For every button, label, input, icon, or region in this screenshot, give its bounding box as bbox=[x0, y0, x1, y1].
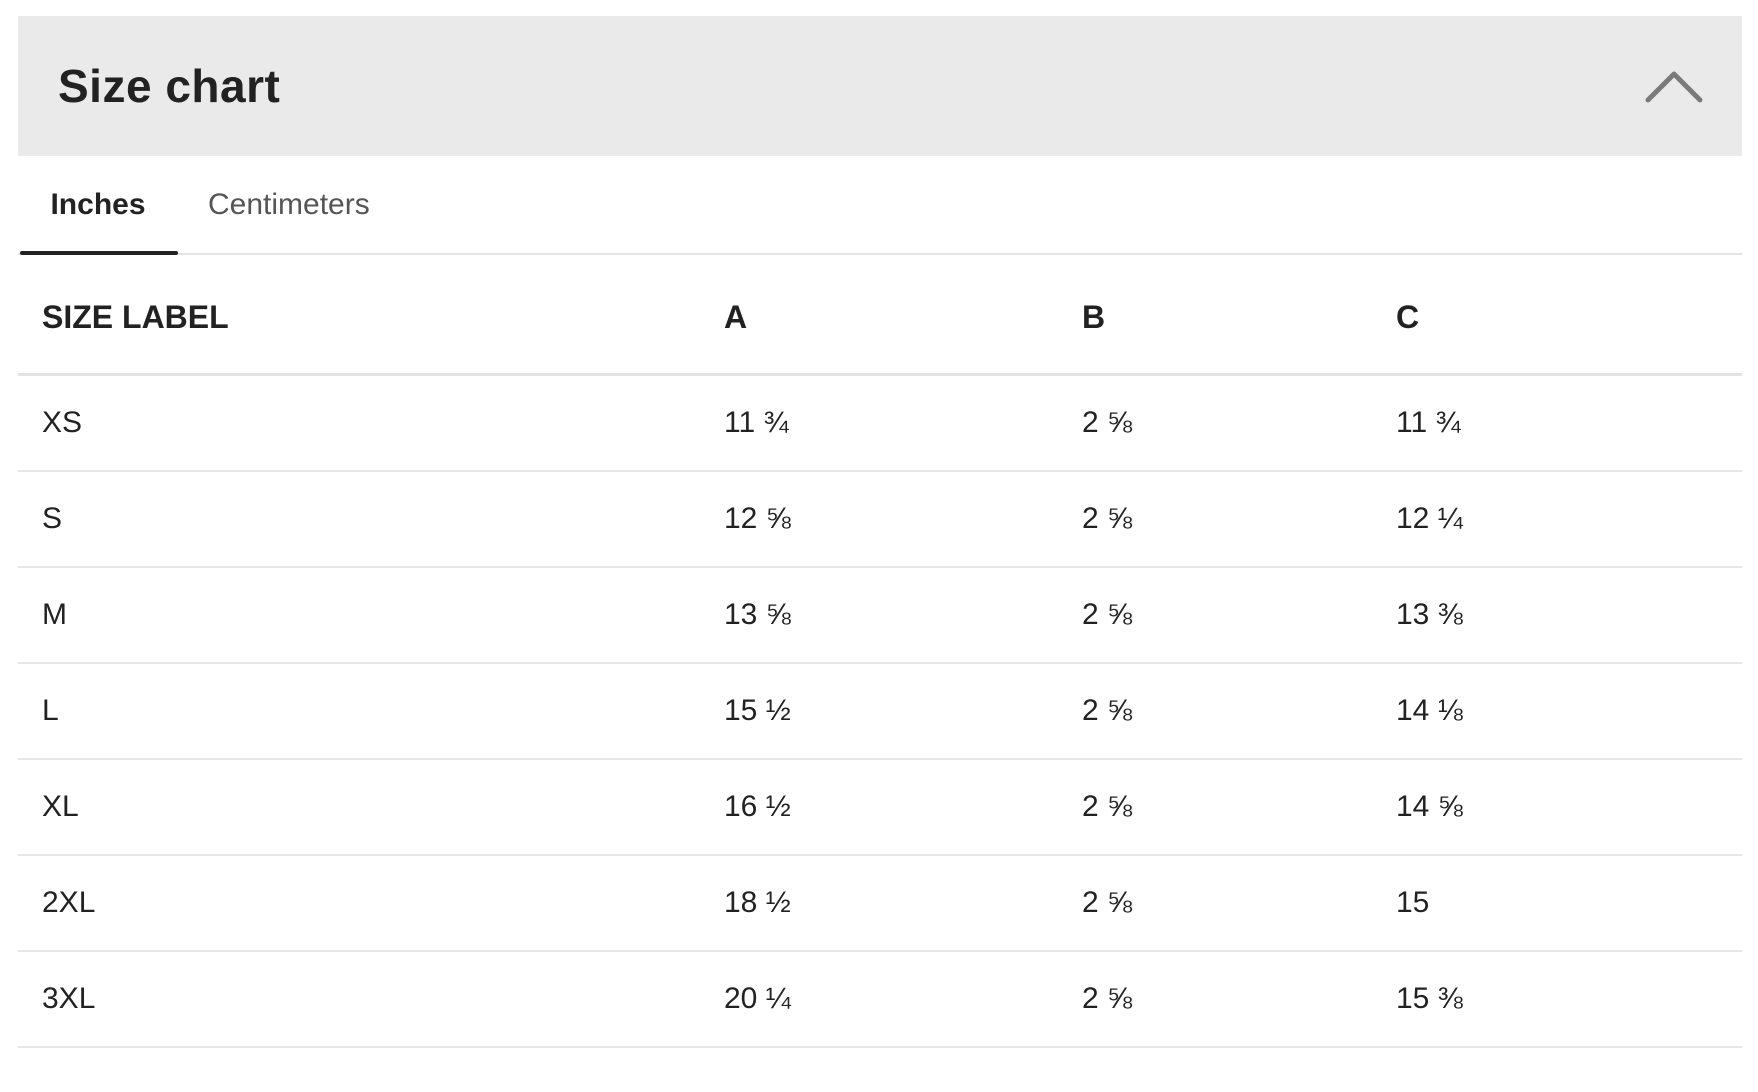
cell-a: 13 ⅝ bbox=[724, 567, 1082, 664]
cell-c: 14 ⅛ bbox=[1396, 663, 1742, 760]
table-row: XS 11 ¾ 2 ⅝ 11 ¾ bbox=[18, 374, 1742, 472]
cell-a: 18 ½ bbox=[724, 855, 1082, 952]
table-header-row: SIZE LABEL A B C bbox=[18, 255, 1742, 376]
cell-size-label: M bbox=[18, 567, 724, 664]
cell-size-label: XL bbox=[18, 759, 724, 856]
cell-a: 15 ½ bbox=[724, 663, 1082, 760]
cell-a: 11 ¾ bbox=[724, 374, 1082, 472]
cell-size-label: L bbox=[18, 663, 724, 760]
tab-centimeters[interactable]: Centimeters bbox=[208, 187, 370, 221]
size-chart-title: Size chart bbox=[58, 60, 281, 112]
cell-a: 12 ⅝ bbox=[724, 471, 1082, 568]
table-row: 2XL 18 ½ 2 ⅝ 15 bbox=[18, 855, 1742, 952]
cell-b: 2 ⅝ bbox=[1082, 374, 1396, 472]
table-row: M 13 ⅝ 2 ⅝ 13 ⅜ bbox=[18, 567, 1742, 664]
collapse-button[interactable] bbox=[1642, 64, 1706, 108]
cell-b: 2 ⅝ bbox=[1082, 951, 1396, 1048]
cell-c: 12 ¼ bbox=[1396, 471, 1742, 568]
cell-a: 20 ¼ bbox=[724, 951, 1082, 1048]
cell-c: 11 ¾ bbox=[1396, 374, 1742, 472]
cell-c: 14 ⅝ bbox=[1396, 759, 1742, 856]
size-table: SIZE LABEL A B C XS 11 ¾ 2 ⅝ 11 ¾ S 12 ⅝… bbox=[18, 255, 1742, 1048]
cell-c: 13 ⅜ bbox=[1396, 567, 1742, 664]
table-row: S 12 ⅝ 2 ⅝ 12 ¼ bbox=[18, 471, 1742, 568]
column-header-size-label: SIZE LABEL bbox=[18, 255, 724, 376]
cell-size-label: XS bbox=[18, 374, 724, 472]
cell-c: 15 ⅜ bbox=[1396, 951, 1742, 1048]
cell-size-label: S bbox=[18, 471, 724, 568]
cell-b: 2 ⅝ bbox=[1082, 471, 1396, 568]
cell-c: 15 bbox=[1396, 855, 1742, 952]
unit-tabs: Inches Centimeters bbox=[18, 156, 1742, 255]
column-header-a: A bbox=[724, 255, 1082, 376]
cell-size-label: 3XL bbox=[18, 951, 724, 1048]
column-header-c: C bbox=[1396, 255, 1742, 376]
cell-a: 16 ½ bbox=[724, 759, 1082, 856]
cell-b: 2 ⅝ bbox=[1082, 567, 1396, 664]
cell-b: 2 ⅝ bbox=[1082, 855, 1396, 952]
table-row: L 15 ½ 2 ⅝ 14 ⅛ bbox=[18, 663, 1742, 760]
column-header-b: B bbox=[1082, 255, 1396, 376]
size-chart-header[interactable]: Size chart bbox=[18, 16, 1742, 156]
table-row: XL 16 ½ 2 ⅝ 14 ⅝ bbox=[18, 759, 1742, 856]
size-chart-panel: Size chart Inches Centimeters SIZE LABEL… bbox=[18, 16, 1742, 1048]
chevron-up-icon bbox=[1645, 71, 1703, 103]
cell-b: 2 ⅝ bbox=[1082, 663, 1396, 760]
cell-size-label: 2XL bbox=[18, 855, 724, 952]
table-row: 3XL 20 ¼ 2 ⅝ 15 ⅜ bbox=[18, 951, 1742, 1048]
cell-b: 2 ⅝ bbox=[1082, 759, 1396, 856]
tab-inches[interactable]: Inches bbox=[18, 156, 178, 255]
